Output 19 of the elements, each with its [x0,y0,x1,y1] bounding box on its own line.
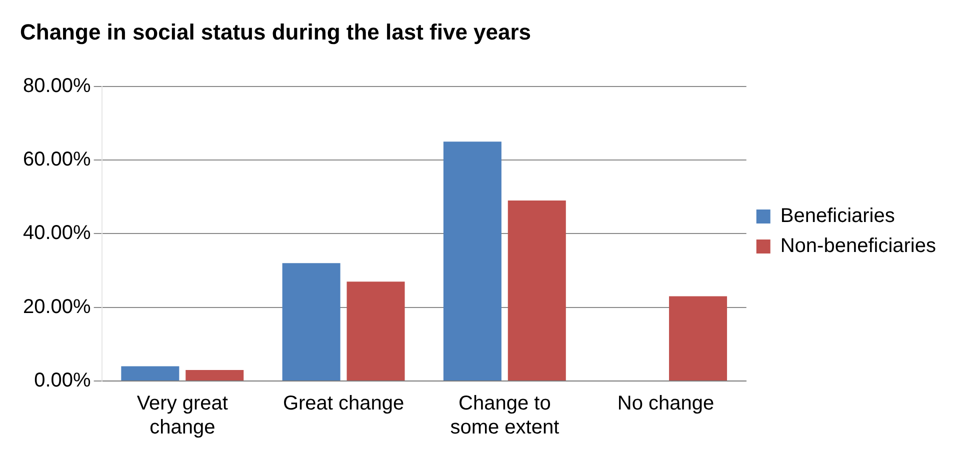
x-tick-label: Great change [282,392,404,415]
chart-title: Change in social status during the last five years [20,19,532,44]
bar [282,263,340,380]
x-tick-label: No change [617,392,714,415]
bar [443,142,502,380]
legend-label: Non-beneficiaries [780,235,936,258]
y-tick-label: 20.00% [22,296,92,318]
legend-label: Beneficiaries [780,205,895,228]
bar [186,370,244,380]
y-tick-label: 0.00% [34,370,92,392]
bar [346,282,405,380]
bar [669,296,728,380]
y-tick-label: 40.00% [22,222,92,244]
y-tick-label: 80.00% [22,74,92,97]
bar [508,200,566,380]
x-tick-label: Very great change [136,392,228,439]
y-tick-label: 60.00% [22,148,92,171]
bar [121,366,180,380]
x-tick-label: Change to some extent [450,392,560,439]
